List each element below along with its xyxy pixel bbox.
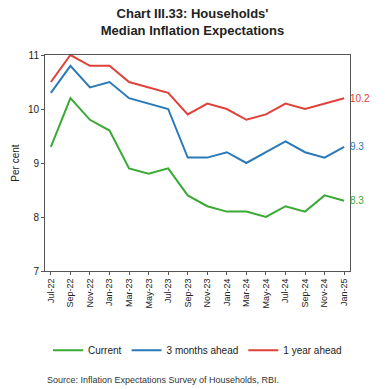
svg-text:8.3: 8.3 bbox=[350, 195, 364, 206]
svg-text:9.3: 9.3 bbox=[350, 141, 364, 152]
svg-text:8: 8 bbox=[33, 212, 39, 223]
svg-text:Jul-23: Jul-23 bbox=[163, 279, 173, 304]
svg-text:Mar-24: Mar-24 bbox=[241, 279, 251, 308]
svg-text:May-24: May-24 bbox=[261, 279, 271, 309]
svg-text:3 months ahead: 3 months ahead bbox=[167, 345, 239, 356]
svg-text:10: 10 bbox=[28, 104, 40, 115]
svg-text:10.2: 10.2 bbox=[350, 93, 370, 104]
svg-text:Nov-22: Nov-22 bbox=[85, 279, 95, 308]
svg-text:Source: Inflation Expectations: Source: Inflation Expectations Survey of… bbox=[47, 375, 279, 385]
svg-text:Jan-25: Jan-25 bbox=[339, 279, 349, 307]
svg-text:Mar-23: Mar-23 bbox=[124, 279, 134, 308]
svg-text:Sep-24: Sep-24 bbox=[300, 279, 310, 308]
svg-text:Jan-24: Jan-24 bbox=[222, 279, 232, 307]
svg-text:Jul-24: Jul-24 bbox=[280, 279, 290, 304]
svg-text:Jan-23: Jan-23 bbox=[104, 279, 114, 307]
svg-text:7: 7 bbox=[33, 266, 39, 277]
svg-text:1 year ahead: 1 year ahead bbox=[283, 345, 341, 356]
svg-text:Sep-22: Sep-22 bbox=[65, 279, 75, 308]
svg-text:Jul-22: Jul-22 bbox=[46, 279, 56, 304]
svg-text:May-23: May-23 bbox=[144, 279, 154, 309]
svg-text:Current: Current bbox=[88, 345, 122, 356]
svg-text:11: 11 bbox=[29, 50, 40, 61]
svg-text:Nov-24: Nov-24 bbox=[320, 279, 330, 308]
svg-text:Nov-23: Nov-23 bbox=[202, 279, 212, 308]
svg-text:Sep-23: Sep-23 bbox=[183, 279, 193, 308]
svg-text:Per cent: Per cent bbox=[10, 144, 21, 181]
svg-text:9: 9 bbox=[33, 158, 39, 169]
svg-text:Chart III.33: Households'Media: Chart III.33: Households'Median Inflatio… bbox=[101, 6, 284, 38]
